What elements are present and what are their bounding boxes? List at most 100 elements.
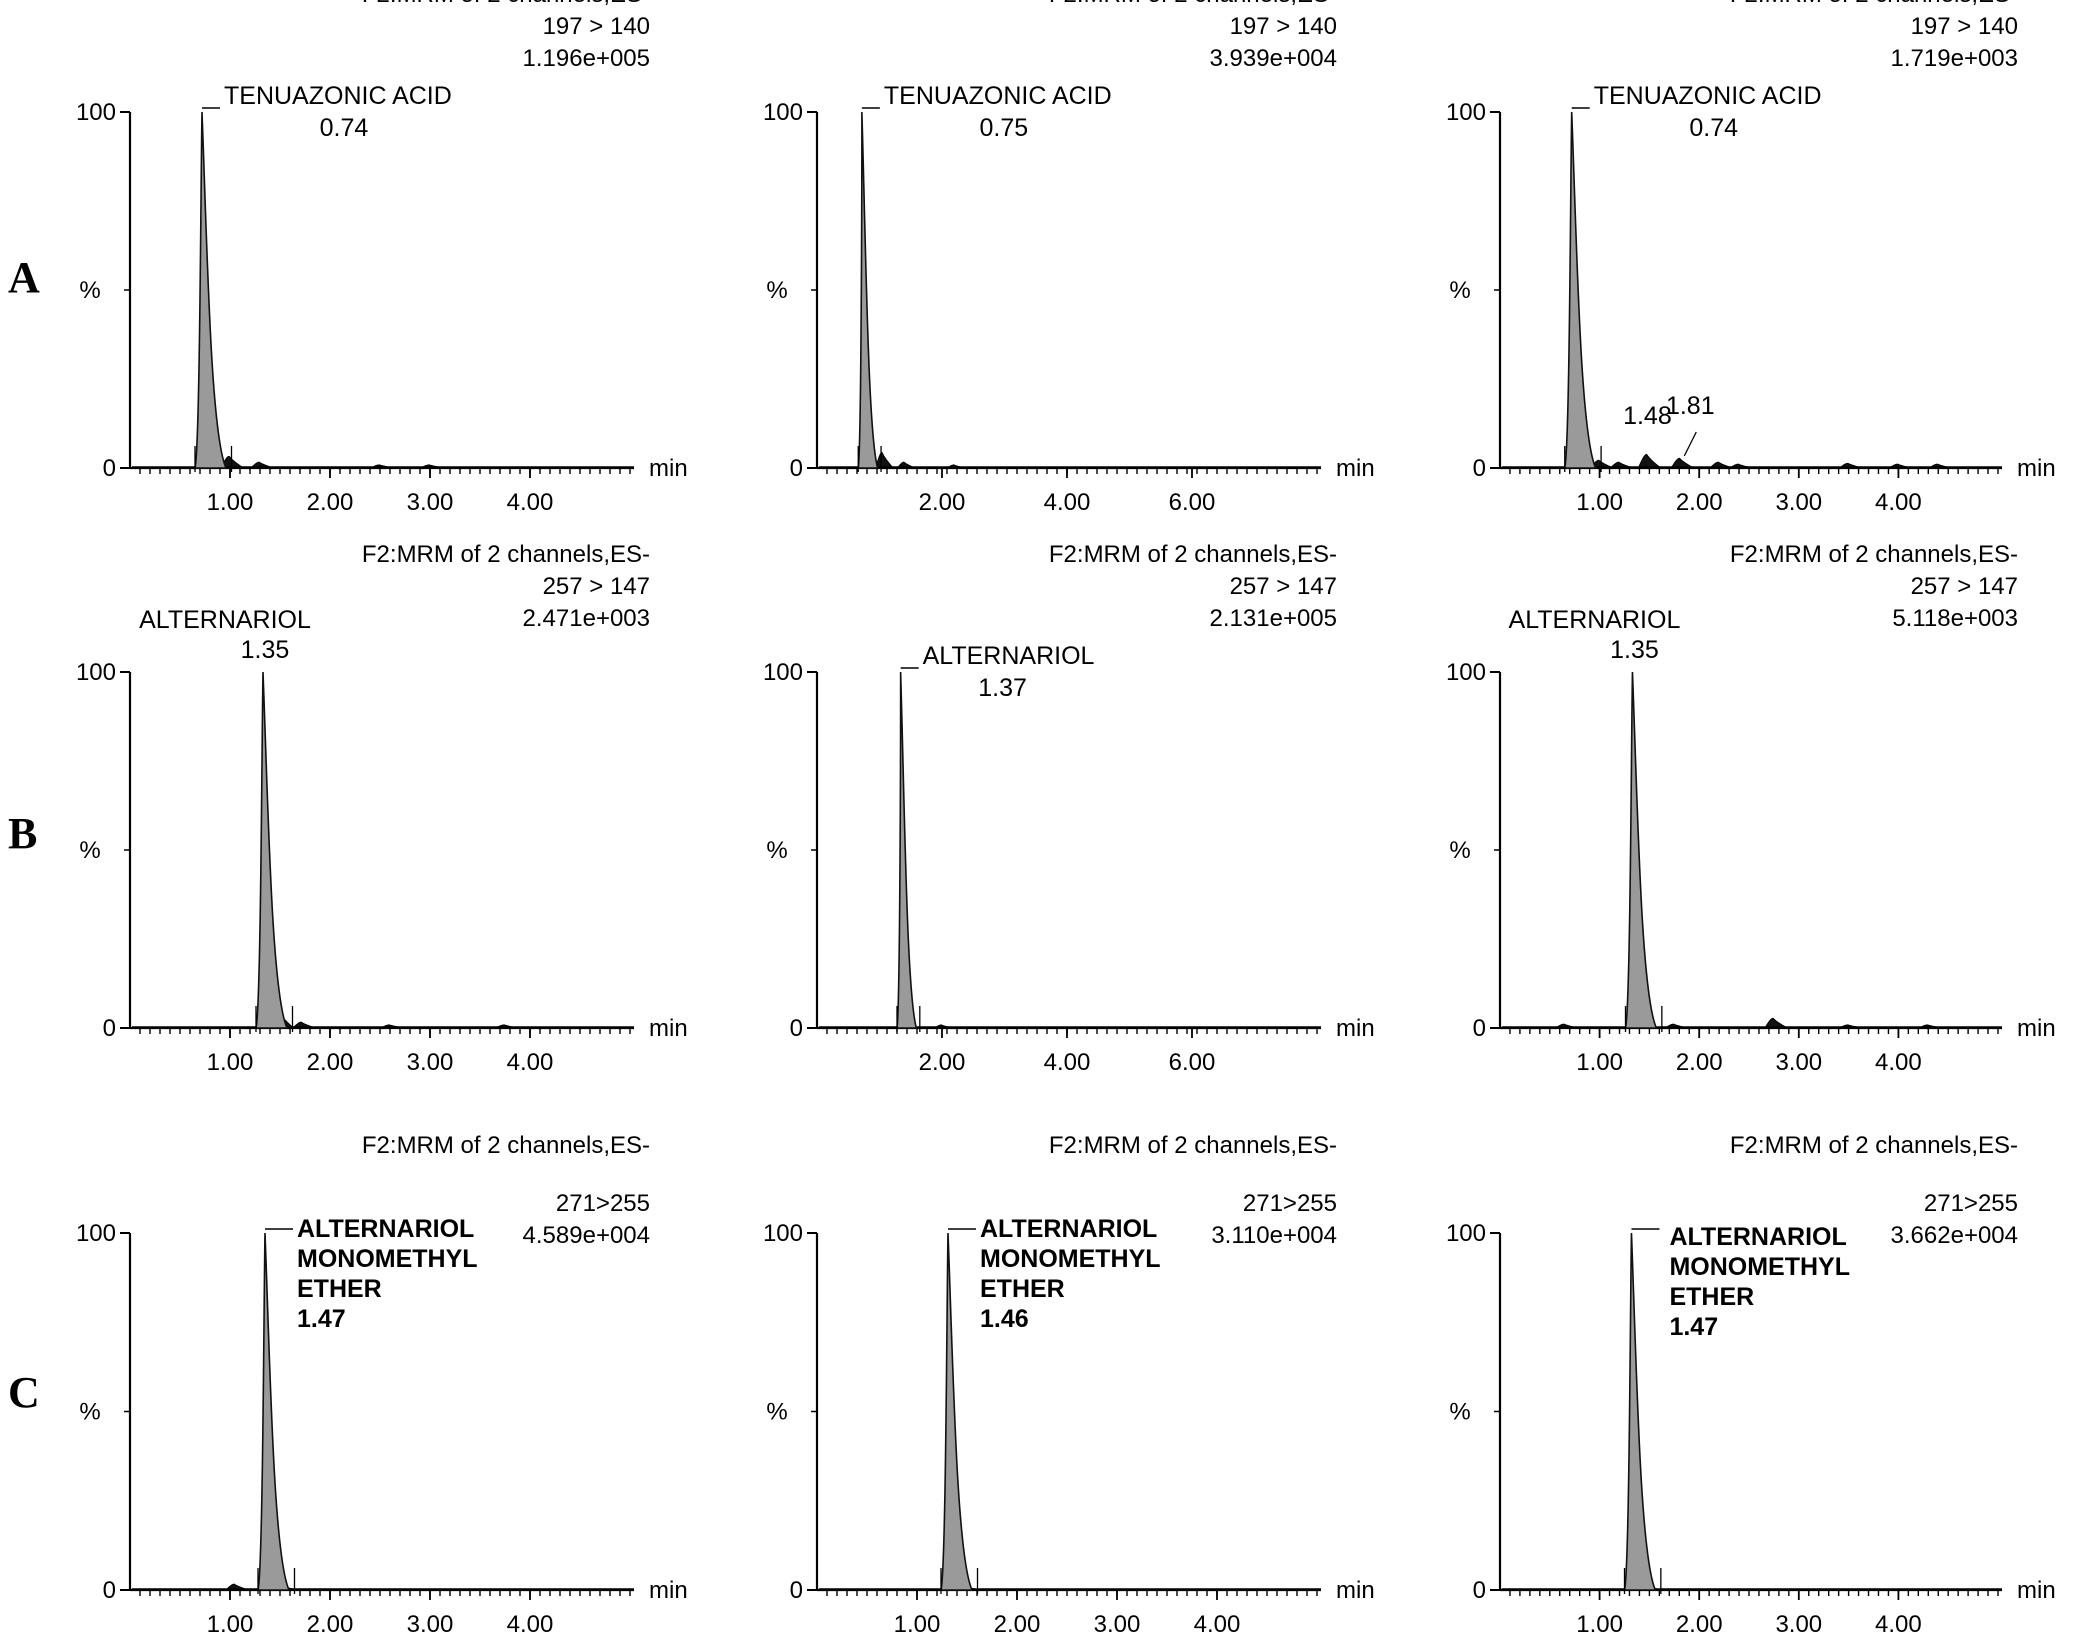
compound-label: TENUAZONIC ACID (224, 82, 452, 110)
main-peak (857, 111, 879, 469)
y-axis-label: % (766, 1399, 787, 1426)
y-axis-label: % (1449, 277, 1470, 304)
x-tick-label: 4.00 (1044, 489, 1091, 516)
x-tick-label: 2.00 (307, 1049, 354, 1076)
y-tick-label: 100 (76, 1220, 116, 1247)
x-tick-label: 2.00 (307, 1611, 354, 1638)
y-tick-label: 0 (1473, 1015, 1486, 1042)
x-tick-label: 3.00 (1094, 1611, 1141, 1638)
retention-time-label: 1.35 (1610, 636, 1659, 664)
y-axis-label: % (1449, 837, 1470, 864)
x-tick-label: 1.00 (1576, 1611, 1623, 1638)
intensity-label: 1.719e+003 (1891, 45, 2018, 72)
x-tick-label: 2.00 (1676, 1611, 1723, 1638)
compound-label: ETHER (297, 1275, 382, 1303)
x-axis-label: min (1336, 455, 1375, 482)
transition-label: 197 > 140 (1230, 13, 1337, 40)
x-tick-label: 2.00 (307, 489, 354, 516)
x-tick-label: 4.00 (1875, 1611, 1922, 1638)
channel-header: F2:MRM of 2 channels,ES- (1049, 541, 1337, 568)
minor-peak (874, 452, 895, 469)
retention-time-label: 0.74 (1689, 114, 1738, 142)
y-tick-label: 0 (103, 455, 116, 482)
y-axis-label: % (766, 837, 787, 864)
compound-label: TENUAZONIC ACID (884, 82, 1112, 110)
intensity-label: 2.471e+003 (523, 605, 650, 632)
x-axis-label: min (649, 455, 688, 482)
x-axis-label: min (2017, 1577, 2056, 1604)
chromatogram-panel: 100 0% 1.00 2.00 3.00 4.00 min F2:MRM of 2 chan… (763, 1132, 1375, 1638)
x-axis-label: min (649, 1015, 688, 1042)
x-tick-label: 1.00 (207, 489, 254, 516)
x-tick-label: 3.00 (407, 489, 454, 516)
y-axis-label: % (79, 1399, 100, 1426)
channel-header: F2:MRM of 2 channels,ES- (1730, 0, 2018, 8)
y-axis-label: % (1449, 1399, 1470, 1426)
chromatogram-panel: 100 0% 1.00 2.00 3.00 4.00 min F2:MRM of 2 chan… (76, 541, 688, 1076)
minor-peak (1764, 1017, 1788, 1029)
chromatogram-panel: 100 0% 1.00 2.00 3.00 4.00 min F2:MRM of 2 chan… (1446, 1132, 2056, 1638)
x-axis-label: min (649, 1577, 688, 1604)
compound-label: MONOMETHYL (980, 1245, 1161, 1273)
y-tick-label: 100 (763, 99, 803, 126)
x-tick-label: 4.00 (507, 489, 554, 516)
x-tick-label: 2.00 (919, 1049, 966, 1076)
compound-label: MONOMETHYL (1669, 1253, 1850, 1281)
chromatogram-panel: 100 0% 1.00 2.00 3.00 4.00 min F2:MRM of 2 chan… (76, 0, 688, 516)
intensity-label: 2.131e+005 (1210, 605, 1337, 632)
x-tick-label: 4.00 (1194, 1611, 1241, 1638)
compound-label: ALTERNARIOL (980, 1215, 1157, 1243)
y-tick-label: 0 (790, 1015, 803, 1042)
transition-label: 271>255 (556, 1190, 650, 1217)
x-tick-label: 6.00 (1169, 489, 1216, 516)
transition-label: 197 > 140 (1911, 13, 2018, 40)
transition-label: 257 > 147 (1230, 573, 1337, 600)
x-tick-label: 2.00 (1676, 489, 1723, 516)
chromatogram-panel: 100 0% 1.00 2.00 3.00 4.00 min F2:MRM of 2 chan… (76, 1132, 688, 1638)
channel-header: F2:MRM of 2 channels,ES- (1049, 0, 1337, 8)
x-tick-label: 1.00 (207, 1049, 254, 1076)
y-tick-label: 100 (76, 659, 116, 686)
compound-label: ALTERNARIOL (1669, 1223, 1846, 1251)
main-peak (256, 1232, 291, 1591)
retention-time-label: 0.74 (320, 114, 369, 142)
minor-peak (1637, 453, 1663, 469)
x-tick-label: 4.00 (1875, 489, 1922, 516)
retention-time-label: 0.75 (980, 114, 1029, 142)
y-tick-label: 0 (103, 1015, 116, 1042)
channel-header: F2:MRM of 2 channels,ES- (1049, 1132, 1337, 1159)
row-label-b: B (8, 809, 37, 858)
retention-time-label: 1.47 (297, 1305, 346, 1333)
y-axis-label: % (766, 277, 787, 304)
main-peak (193, 111, 228, 469)
main-peak (1563, 111, 1597, 469)
intensity-label: 3.110e+004 (1211, 1222, 1337, 1249)
transition-label: 257 > 147 (543, 573, 650, 600)
channel-header: F2:MRM of 2 channels,ES- (362, 0, 650, 8)
y-tick-label: 100 (1446, 659, 1486, 686)
x-tick-label: 1.00 (207, 1611, 254, 1638)
intensity-label: 3.939e+004 (1210, 45, 1337, 72)
compound-label: ALTERNARIOL (923, 642, 1095, 670)
main-peak (1624, 671, 1658, 1029)
y-axis-label: % (79, 277, 100, 304)
x-tick-label: 3.00 (407, 1049, 454, 1076)
x-axis-label: min (1336, 1015, 1375, 1042)
x-tick-label: 2.00 (994, 1611, 1041, 1638)
retention-time-label: 1.46 (980, 1305, 1029, 1333)
chromatogram-panel: 100 0% 2.00 4.00 6.00 min F2:MRM of 2 channels… (763, 0, 1375, 516)
transition-label: 197 > 140 (543, 13, 650, 40)
x-tick-label: 6.00 (1169, 1049, 1216, 1076)
main-peak (939, 1232, 974, 1591)
y-tick-label: 0 (1473, 1577, 1486, 1604)
peak-rt-label: 1.48 (1623, 402, 1672, 430)
x-tick-label: 2.00 (919, 489, 966, 516)
x-tick-label: 3.00 (407, 1611, 454, 1638)
retention-time-label: 1.37 (978, 674, 1027, 702)
y-tick-label: 100 (1446, 99, 1486, 126)
x-tick-label: 2.00 (1676, 1049, 1723, 1076)
channel-header: F2:MRM of 2 channels,ES- (362, 541, 650, 568)
compound-label: ETHER (1669, 1283, 1754, 1311)
x-tick-label: 3.00 (1775, 1049, 1822, 1076)
main-peak (896, 671, 918, 1029)
